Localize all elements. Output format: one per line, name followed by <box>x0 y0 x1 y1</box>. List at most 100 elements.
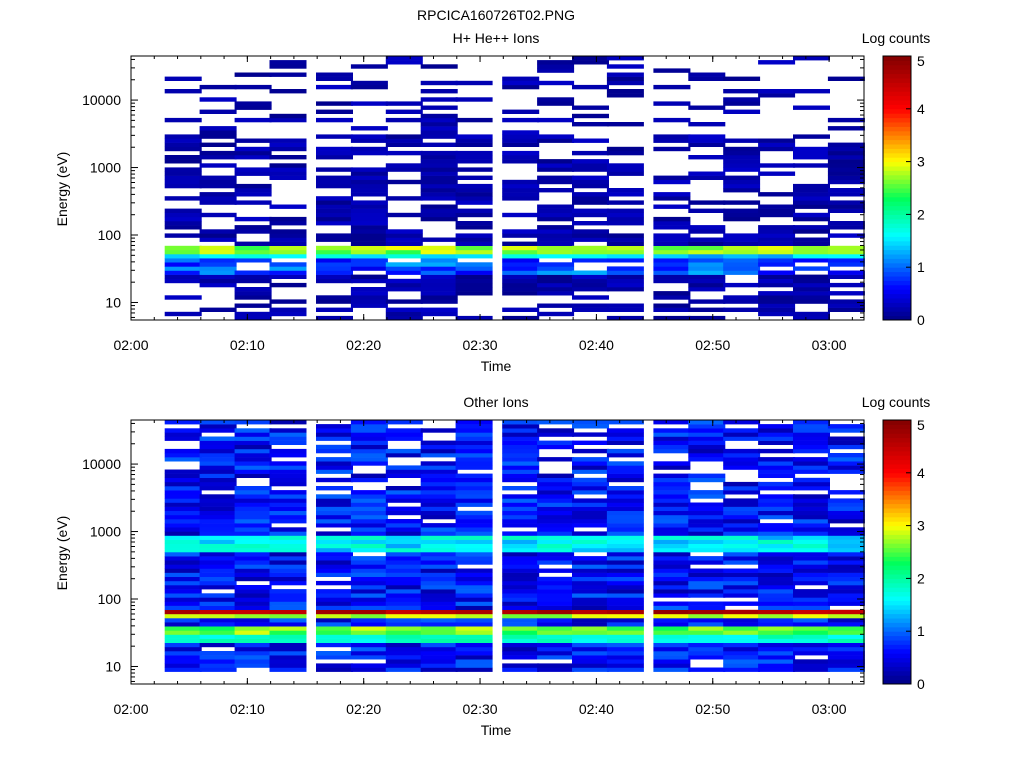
heatmap-cell <box>723 89 761 94</box>
heatmap-cell <box>572 523 609 528</box>
heatmap-cell <box>385 597 423 602</box>
heatmap-cell <box>316 109 353 114</box>
heatmap-cell <box>723 262 761 267</box>
heatmap-cell <box>653 196 691 201</box>
heatmap-cell <box>269 626 307 631</box>
colorbar-segment <box>883 428 911 434</box>
heatmap-cell <box>164 196 202 201</box>
heatmap-cell <box>758 457 796 462</box>
heatmap-cell <box>758 556 796 561</box>
colorbar-segment <box>883 104 911 110</box>
heatmap-cell <box>455 576 493 582</box>
heatmap-cell <box>269 593 307 598</box>
heatmap-cell <box>537 605 575 610</box>
heatmap-cell <box>385 576 423 582</box>
heatmap-cell <box>688 519 726 524</box>
heatmap-cell <box>827 221 865 226</box>
heatmap-cell <box>164 481 202 487</box>
heatmap-cell <box>827 188 865 193</box>
heatmap-cell <box>455 138 493 143</box>
heatmap-cell <box>502 626 540 631</box>
heatmap-cell <box>827 208 865 213</box>
heatmap-cell <box>455 465 493 470</box>
colorbar-segment <box>883 622 911 628</box>
heatmap-cell <box>164 428 202 433</box>
heatmap-cell <box>316 486 353 491</box>
heatmap-cell <box>502 134 540 139</box>
heatmap-cell <box>653 527 691 532</box>
heatmap-cell <box>723 646 761 652</box>
heatmap-cell <box>420 262 458 267</box>
heatmap-cell <box>350 572 388 577</box>
heatmap-cell <box>164 523 202 528</box>
heatmap-cell <box>758 552 796 557</box>
heatmap-cell <box>502 84 540 90</box>
heatmap-cell <box>420 444 458 450</box>
heatmap-cell <box>502 424 540 429</box>
heatmap-cell <box>269 299 307 304</box>
x-tick-label: 02:30 <box>463 701 498 717</box>
heatmap-cell <box>269 64 307 69</box>
heatmap-cell <box>606 560 644 565</box>
heatmap-cell <box>420 556 458 561</box>
heatmap-cell <box>385 556 423 561</box>
heatmap-cell <box>420 163 458 168</box>
heatmap-cell <box>572 150 609 156</box>
heatmap-cell <box>316 299 353 304</box>
heatmap-cell <box>164 278 202 284</box>
x-tick-label: 02:40 <box>579 701 614 717</box>
heatmap-cell <box>572 626 609 631</box>
heatmap-cell <box>234 601 272 606</box>
heatmap-cell <box>234 444 272 450</box>
heatmap-cell <box>537 117 575 123</box>
heatmap-cell <box>420 171 458 176</box>
heatmap-cell <box>758 585 796 590</box>
heatmap-cell <box>653 138 691 143</box>
heatmap-cell <box>164 547 202 553</box>
panel2-x-axis-label: Time <box>480 722 512 738</box>
heatmap-cell <box>502 465 540 470</box>
heatmap-cell <box>269 428 307 433</box>
colorbar-segment <box>883 311 911 317</box>
heatmap-cell <box>502 477 540 483</box>
heatmap-cell <box>502 494 540 499</box>
heatmap-cell <box>793 311 830 317</box>
heatmap-cell <box>502 428 540 433</box>
heatmap-cell <box>455 527 493 532</box>
colorbar-segment <box>883 512 911 518</box>
heatmap-cell <box>164 159 202 164</box>
heatmap-cell <box>269 531 307 536</box>
heatmap-cell <box>502 543 540 549</box>
heatmap-cell <box>234 523 272 528</box>
heatmap-cell <box>199 245 237 251</box>
heatmap-cell <box>653 642 691 648</box>
heatmap-cell <box>758 469 796 474</box>
heatmap-cell <box>723 150 761 156</box>
heatmap-cell <box>164 527 202 532</box>
heatmap-cell <box>758 428 796 433</box>
heatmap-cell <box>502 241 540 246</box>
heatmap-cell <box>688 258 726 263</box>
heatmap-cell <box>316 593 353 598</box>
heatmap-cell <box>316 572 353 577</box>
heatmap-cell <box>455 287 493 292</box>
heatmap-cell <box>688 477 726 483</box>
heatmap-cell <box>350 531 388 536</box>
colorbar-segment <box>883 565 911 571</box>
heatmap-cell <box>350 461 388 466</box>
heatmap-cell <box>350 84 388 90</box>
colorbar-segment <box>883 166 911 171</box>
heatmap-cell <box>350 249 388 255</box>
colorbar-segment <box>883 73 911 79</box>
heatmap-cell <box>269 237 307 242</box>
heatmap-cell <box>606 241 644 246</box>
colorbar-segment <box>883 210 911 215</box>
heatmap-cell <box>653 481 691 487</box>
heatmap-cell <box>164 295 202 300</box>
heatmap-cell <box>350 192 388 197</box>
panel1-y-axis-label: Energy (eV) <box>54 151 70 227</box>
heatmap-cell <box>793 295 830 300</box>
heatmap-cell <box>164 270 202 275</box>
heatmap-cell <box>688 249 726 255</box>
colorbar-segment <box>883 477 911 483</box>
